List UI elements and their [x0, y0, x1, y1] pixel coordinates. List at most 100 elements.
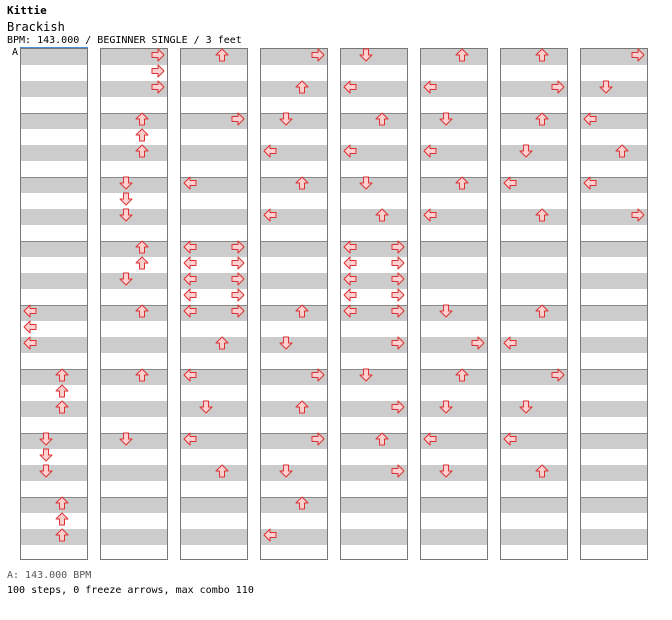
beat-stripe	[421, 369, 487, 385]
arrow-left-icon	[503, 336, 517, 350]
arrow-right-icon	[391, 272, 405, 286]
measure-line	[501, 176, 567, 178]
beat-stripe	[581, 209, 647, 225]
measure-line	[261, 496, 327, 498]
measure-line	[421, 496, 487, 498]
arrow-up-icon	[215, 336, 229, 350]
arrow-up-icon	[455, 368, 469, 382]
beat-stripe	[341, 305, 407, 321]
measure-line	[21, 304, 87, 306]
beat-stripe	[261, 305, 327, 321]
beat-stripe	[261, 337, 327, 353]
measure-line	[261, 240, 327, 242]
measure-line	[581, 176, 647, 178]
beat-stripe	[101, 49, 167, 65]
measure-line	[261, 176, 327, 178]
arrow-left-icon	[343, 144, 357, 158]
measure-line	[101, 496, 167, 498]
beat-stripe	[581, 337, 647, 353]
measure-line	[181, 240, 247, 242]
beat-stripe	[581, 113, 647, 129]
measure-line	[181, 368, 247, 370]
arrow-left-icon	[183, 256, 197, 270]
arrow-left-icon	[263, 528, 277, 542]
beat-stripe	[261, 497, 327, 513]
arrow-left-icon	[183, 272, 197, 286]
arrow-left-icon	[183, 176, 197, 190]
beat-stripe	[261, 49, 327, 65]
measure-line	[261, 368, 327, 370]
beat-stripe	[101, 305, 167, 321]
beat-stripe	[421, 433, 487, 449]
beat-stripe	[261, 369, 327, 385]
arrow-up-icon	[615, 144, 629, 158]
measure-column	[420, 48, 488, 560]
beat-stripe	[341, 433, 407, 449]
measure-line	[581, 496, 647, 498]
measure-line	[581, 368, 647, 370]
beat-stripe	[21, 497, 87, 513]
arrow-right-icon	[231, 288, 245, 302]
arrow-down-icon	[119, 192, 133, 206]
beat-stripe	[21, 113, 87, 129]
beat-stripe	[421, 305, 487, 321]
beat-stripe	[101, 145, 167, 161]
measure-line	[341, 176, 407, 178]
measure-line	[21, 176, 87, 178]
arrow-up-icon	[535, 208, 549, 222]
arrow-left-icon	[423, 432, 437, 446]
arrow-up-icon	[295, 176, 309, 190]
measure-line	[421, 304, 487, 306]
beat-stripe	[21, 369, 87, 385]
beat-stripe	[21, 337, 87, 353]
beat-stripe	[341, 177, 407, 193]
beat-stripe	[501, 529, 567, 545]
arrow-up-icon	[535, 464, 549, 478]
arrow-up-icon	[135, 240, 149, 254]
arrow-up-icon	[295, 304, 309, 318]
beat-stripe	[101, 209, 167, 225]
beat-stripe	[21, 305, 87, 321]
arrow-down-icon	[359, 368, 373, 382]
measure-line	[501, 496, 567, 498]
arrow-up-icon	[535, 48, 549, 62]
arrow-up-icon	[535, 304, 549, 318]
beat-stripe	[501, 465, 567, 481]
arrow-left-icon	[183, 368, 197, 382]
arrow-right-icon	[631, 208, 645, 222]
beat-stripe	[421, 113, 487, 129]
beat-stripe	[421, 529, 487, 545]
arrow-left-icon	[343, 80, 357, 94]
beat-stripe	[501, 209, 567, 225]
arrow-down-icon	[359, 176, 373, 190]
arrow-left-icon	[23, 320, 37, 334]
arrow-left-icon	[23, 336, 37, 350]
arrow-down-icon	[519, 144, 533, 158]
arrow-left-icon	[343, 304, 357, 318]
measure-line	[21, 112, 87, 114]
measure-column	[340, 48, 408, 560]
measure-column	[100, 48, 168, 560]
beat-stripe	[181, 113, 247, 129]
beat-stripe	[421, 241, 487, 257]
beat-stripe	[261, 209, 327, 225]
beat-stripe	[181, 337, 247, 353]
beat-stripe	[501, 113, 567, 129]
beat-stripe	[501, 305, 567, 321]
arrow-left-icon	[263, 208, 277, 222]
arrow-right-icon	[471, 336, 485, 350]
arrow-down-icon	[279, 336, 293, 350]
arrow-up-icon	[55, 400, 69, 414]
measure-line	[501, 432, 567, 434]
song-title: Kittie	[7, 4, 47, 17]
arrow-up-icon	[375, 432, 389, 446]
arrow-down-icon	[439, 304, 453, 318]
beat-stripe	[501, 273, 567, 289]
song-subtitle: Brackish	[7, 20, 65, 34]
measure-line	[341, 496, 407, 498]
measure-line	[501, 112, 567, 114]
arrow-right-icon	[151, 64, 165, 78]
beat-stripe	[101, 497, 167, 513]
beat-stripe	[501, 369, 567, 385]
arrow-down-icon	[519, 400, 533, 414]
